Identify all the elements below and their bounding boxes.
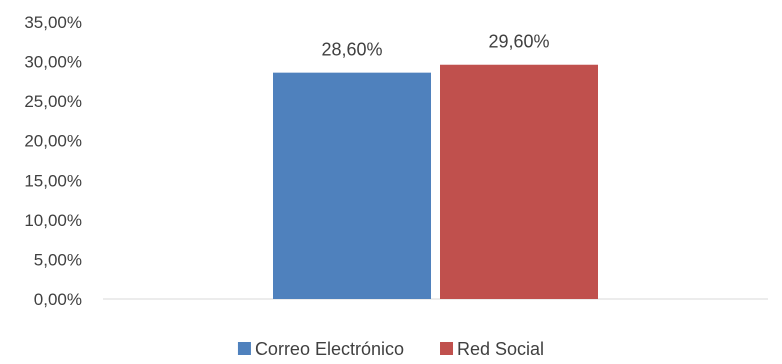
y-tick-label: 10,00% xyxy=(24,211,82,230)
legend-label: Correo Electrónico xyxy=(255,339,404,359)
legend-swatch xyxy=(440,342,454,355)
bars xyxy=(273,64,598,299)
y-tick-label: 30,00% xyxy=(24,53,82,72)
data-label: 28,60% xyxy=(321,40,382,60)
y-tick-label: 5,00% xyxy=(34,250,82,269)
y-tick-label: 15,00% xyxy=(24,171,82,190)
legend: Correo Electrónico Red Social xyxy=(237,339,544,359)
legend-label: Red Social xyxy=(457,339,544,359)
y-tick-label: 35,00% xyxy=(24,13,82,32)
bar-red-social xyxy=(440,64,598,299)
data-label: 29,60% xyxy=(488,32,549,52)
bar-correo-electr-nico xyxy=(273,72,431,299)
data-labels: 28,60% 29,60% xyxy=(321,32,549,60)
y-tick-label: 0,00% xyxy=(34,290,82,309)
y-tick-label: 20,00% xyxy=(24,132,82,151)
legend-swatch xyxy=(237,342,251,355)
y-axis-tick-labels: 0,00% 5,00% 10,00% 15,00% 20,00% 25,00% 30,00%… xyxy=(24,13,82,309)
y-tick-label: 25,00% xyxy=(24,92,82,111)
